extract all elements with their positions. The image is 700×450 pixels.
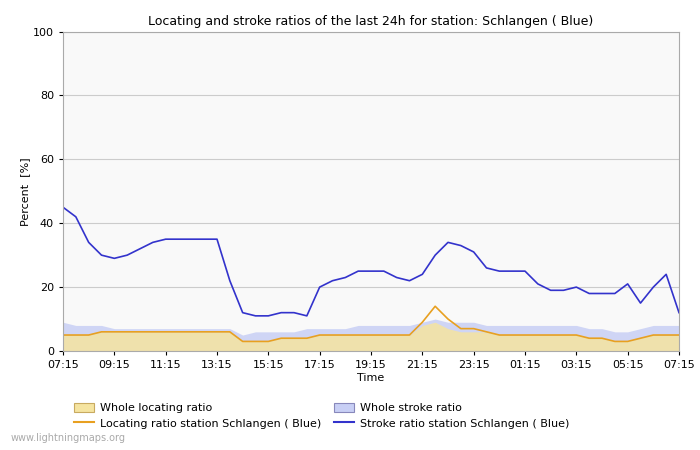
Text: www.lightningmaps.org: www.lightningmaps.org: [10, 433, 125, 443]
Title: Locating and stroke ratios of the last 24h for station: Schlangen ( Blue): Locating and stroke ratios of the last 2…: [148, 14, 594, 27]
X-axis label: Time: Time: [358, 373, 384, 383]
Y-axis label: Percent  [%]: Percent [%]: [20, 157, 30, 225]
Legend: Whole locating ratio, Locating ratio station Schlangen ( Blue), Whole stroke rat: Whole locating ratio, Locating ratio sta…: [70, 398, 574, 433]
